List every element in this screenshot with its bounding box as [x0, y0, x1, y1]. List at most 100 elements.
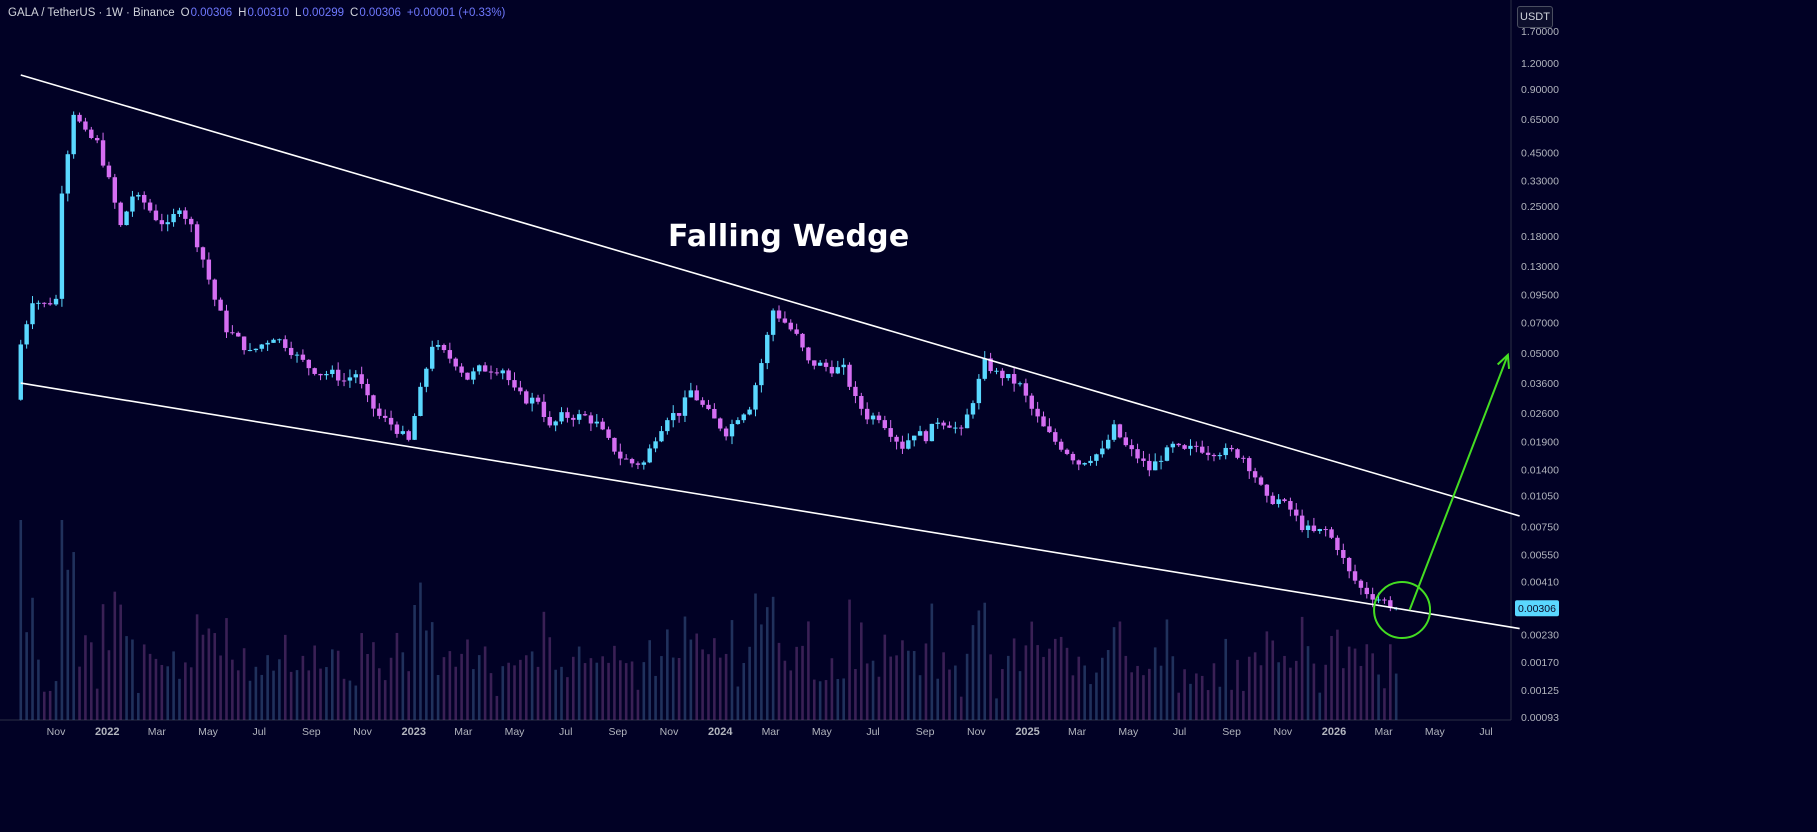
volume-bar — [595, 662, 599, 720]
volume-bar — [812, 679, 816, 720]
volume-bar — [342, 678, 346, 720]
volume-bar — [142, 644, 146, 720]
x-tick-label: Jul — [559, 726, 572, 738]
candle-body — [512, 380, 517, 388]
candle-body — [241, 336, 247, 351]
target-arrow-shaft — [1408, 354, 1509, 611]
volume-bar — [172, 651, 175, 720]
candle-body — [1006, 374, 1011, 379]
candle-body — [1205, 452, 1211, 455]
volume-bar — [413, 604, 416, 720]
candle-body — [729, 424, 735, 437]
candle-body — [1053, 432, 1058, 442]
candle-body — [935, 422, 940, 424]
y-tick-label: 0.09500 — [1521, 289, 1559, 301]
y-tick-label: 0.00230 — [1521, 629, 1559, 641]
candle-body — [1341, 550, 1346, 558]
breakout-circle — [1373, 581, 1432, 640]
volume-bar — [912, 651, 916, 720]
candle-body — [1217, 455, 1223, 457]
candle-body — [547, 417, 552, 426]
volume-bar — [513, 665, 516, 720]
candle-body — [1129, 445, 1134, 450]
volume-bar — [1036, 645, 1039, 720]
volume-bar — [654, 675, 657, 720]
volume-bar — [542, 611, 546, 720]
volume-bar — [1059, 636, 1063, 720]
candle-body — [1017, 383, 1023, 385]
candle-body — [1376, 599, 1381, 601]
volume-bar — [754, 593, 757, 720]
volume-bar — [330, 649, 334, 720]
candle-body — [418, 386, 423, 416]
candle-body — [676, 413, 682, 416]
x-tick-label: Nov — [1273, 726, 1292, 738]
volume-bar — [483, 646, 487, 720]
volume-bar — [442, 657, 446, 720]
volume-bar — [319, 668, 322, 720]
volume-bar — [624, 663, 628, 720]
candle-body — [1094, 454, 1099, 461]
candle-body — [694, 390, 699, 401]
volume-bar — [1042, 656, 1045, 720]
volume-bar — [765, 607, 769, 720]
candle-body — [706, 404, 711, 409]
y-tick-label: 0.90000 — [1521, 84, 1559, 96]
candle-body — [447, 350, 453, 359]
pattern-annotation[interactable]: Falling Wedge — [668, 219, 910, 254]
volume-bar — [718, 657, 722, 720]
volume-bar — [1230, 689, 1233, 720]
volume-bar — [166, 666, 170, 720]
candle-body — [171, 214, 176, 223]
candle-body — [400, 431, 406, 434]
volume-bar — [154, 658, 158, 720]
volume-bar — [695, 633, 699, 720]
candle-body — [53, 298, 59, 305]
volume-bar — [1324, 664, 1327, 720]
volume-bar — [1048, 648, 1051, 720]
volume-bar — [666, 629, 669, 720]
volume-bar — [783, 660, 787, 720]
currency-button[interactable]: USDT — [1517, 6, 1553, 28]
volume-bar — [1283, 655, 1286, 720]
candle-body — [1076, 460, 1081, 465]
symbol-title[interactable]: GALA / TetherUS · 1W · Binance — [8, 7, 175, 19]
volume-bar — [1171, 656, 1175, 720]
volume-bar — [336, 650, 340, 720]
volume-bar — [378, 668, 381, 720]
volume-bar — [865, 663, 869, 720]
candle-body — [565, 412, 570, 418]
candle-body — [776, 310, 782, 319]
candle-body — [894, 436, 899, 442]
volume-bar — [1001, 669, 1004, 720]
volume-bar — [601, 656, 604, 720]
candle-body — [923, 431, 929, 442]
candle-body — [359, 374, 364, 384]
volume-bar — [536, 666, 540, 720]
volume-bar — [137, 692, 140, 720]
volume-bar — [642, 662, 646, 720]
last-price-label: 0.00306 — [1518, 603, 1556, 615]
candle-body — [94, 137, 100, 141]
volume-bar — [1289, 667, 1292, 720]
candle-body — [665, 420, 670, 432]
low-key: L — [295, 7, 302, 19]
x-tick-label: Jul — [253, 726, 266, 738]
volume-bar — [1312, 663, 1316, 720]
x-tick-label: 2023 — [402, 726, 426, 738]
candle-body — [641, 462, 647, 465]
x-tick-label: May — [198, 726, 219, 738]
candle-body — [506, 370, 511, 381]
volume-bar — [395, 632, 399, 720]
volume-bar — [801, 645, 804, 720]
volume-bar — [583, 663, 587, 720]
candle-body — [218, 299, 223, 311]
candle-body — [1176, 443, 1181, 446]
change-value: +0.00001 (+0.33%) — [406, 7, 506, 19]
candle-body — [477, 365, 482, 372]
candle-body — [594, 421, 599, 424]
open-key: O — [180, 7, 190, 19]
candle-body — [647, 448, 652, 463]
